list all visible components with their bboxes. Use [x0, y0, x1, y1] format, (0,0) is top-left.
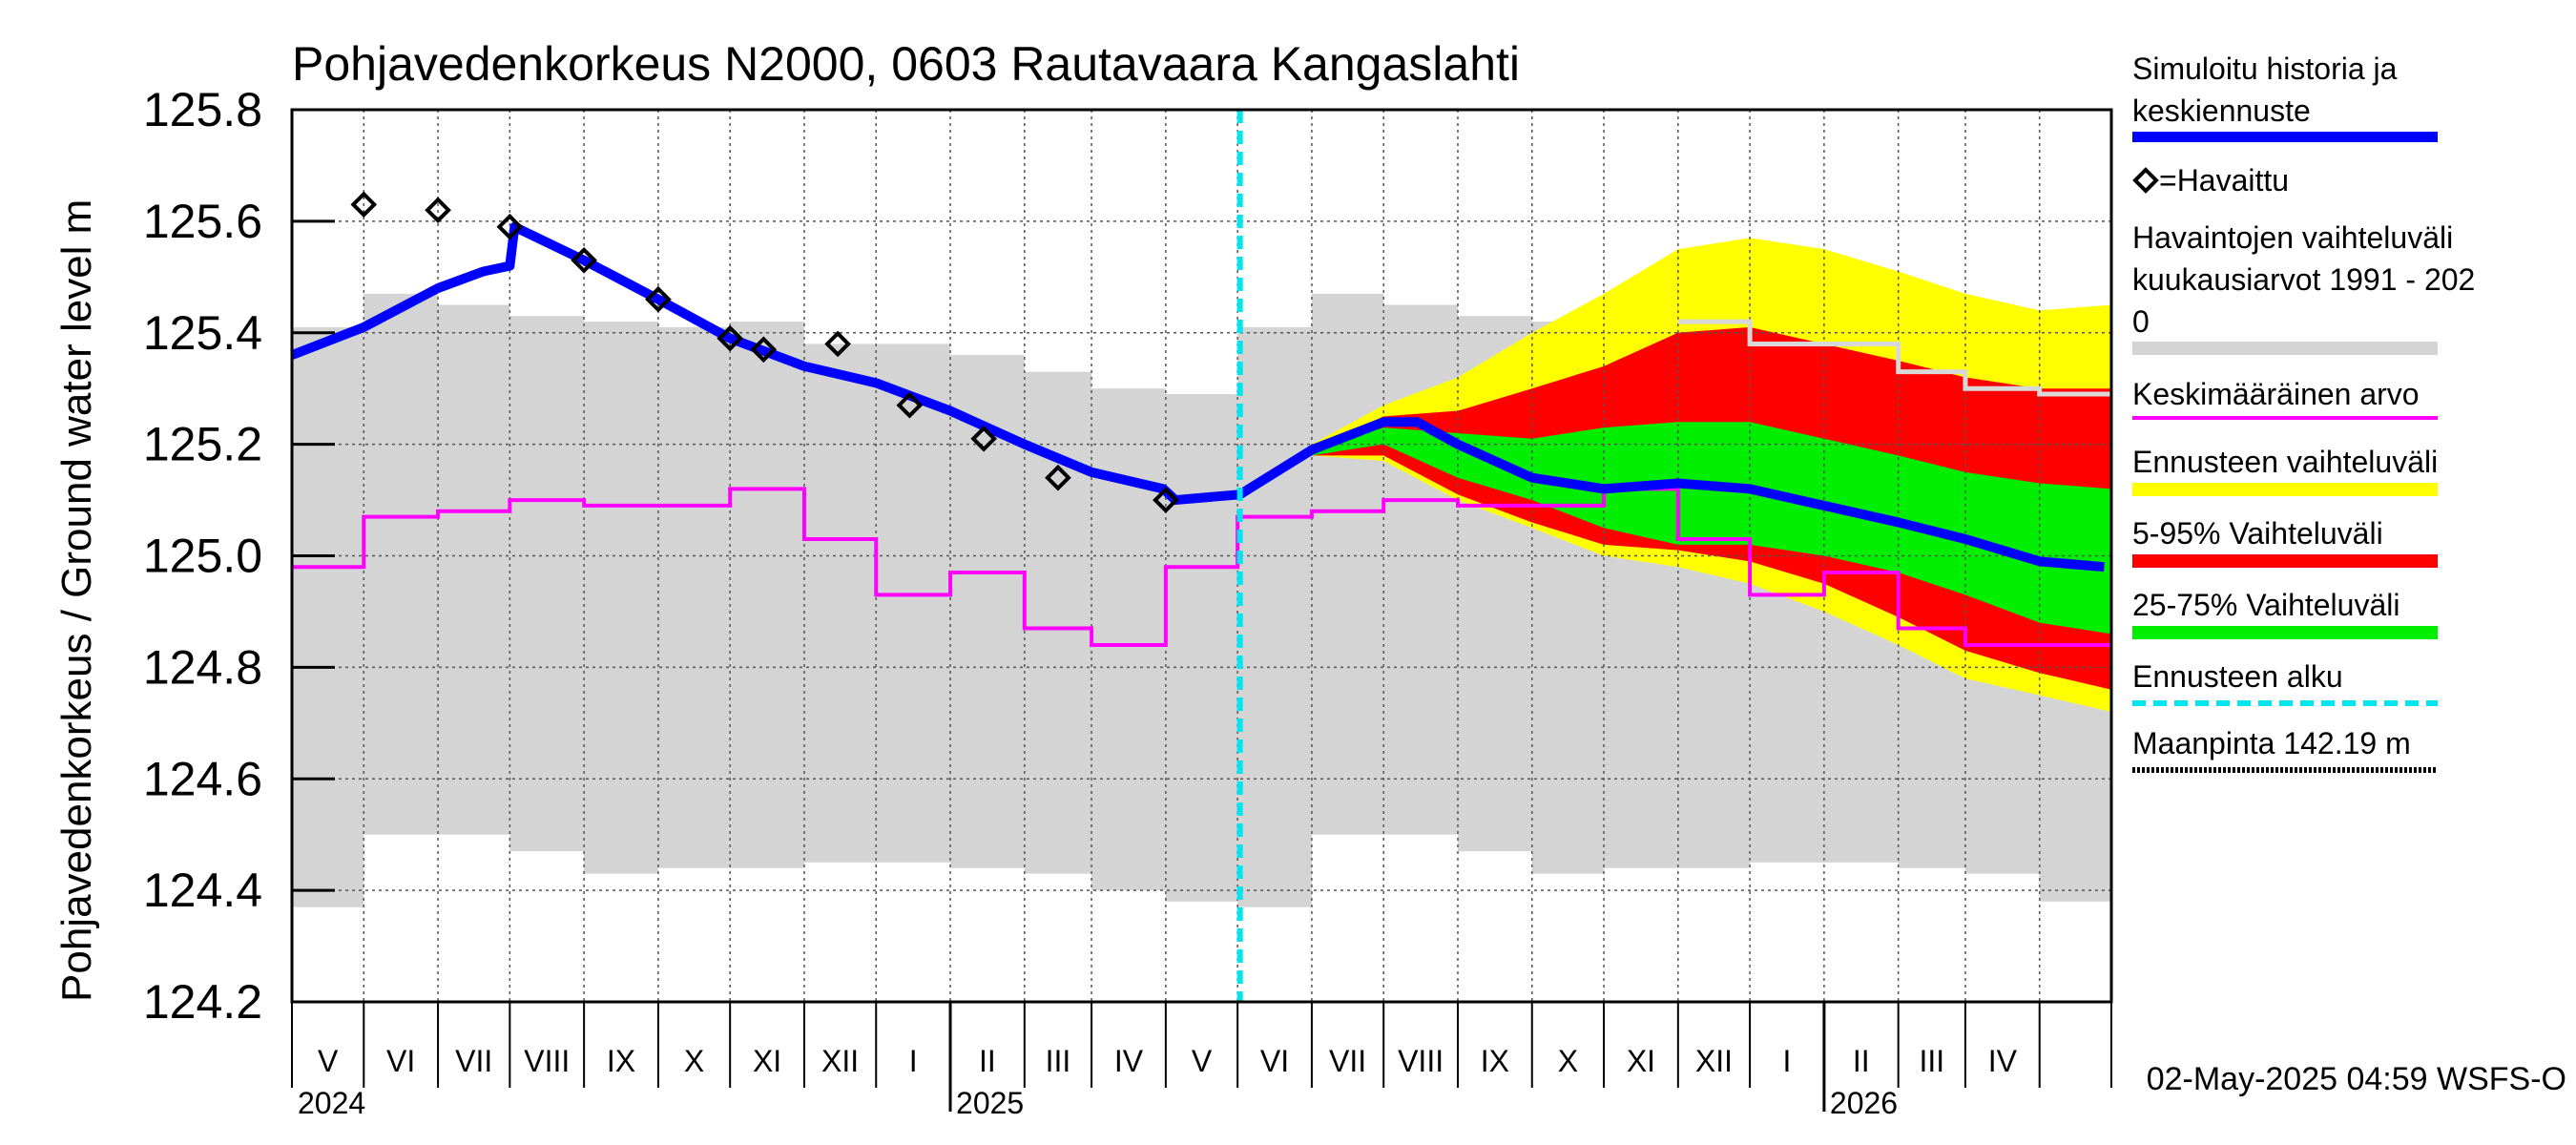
simulated-history-line — [290, 221, 1241, 506]
forecast-median-line — [1237, 417, 2105, 572]
month-label: XII — [1695, 1044, 1733, 1078]
legend-mean-label: Keskimääräinen arvo — [2132, 377, 2420, 411]
legend-range-swatch — [2132, 342, 2438, 355]
plot-area — [290, 108, 2113, 1004]
y-tick-label: 125.0 — [143, 530, 262, 583]
grey-range-bar — [509, 316, 585, 852]
month-label: I — [1783, 1044, 1792, 1078]
month-label: VIII — [524, 1044, 570, 1078]
grey-range-bar — [1165, 394, 1238, 902]
year-label: 2025 — [956, 1086, 1024, 1120]
observed-point — [571, 246, 597, 274]
month-label: VIII — [1398, 1044, 1444, 1078]
month-label: XII — [821, 1044, 859, 1078]
year-label: 2026 — [1830, 1086, 1898, 1120]
observed-point — [717, 324, 744, 352]
y-tick-label: 124.6 — [143, 752, 262, 805]
month-label: VII — [1329, 1044, 1366, 1078]
observed-point — [1153, 487, 1179, 513]
legend-simulated-label-line1: Simuloitu historia ja — [2132, 52, 2398, 86]
simulated-line — [290, 221, 2105, 572]
legend-forecast-range-label: Ennusteen vaihteluväli — [2132, 445, 2438, 479]
legend-simulated-label-line2: keskiennuste — [2132, 94, 2311, 128]
observed-points — [350, 191, 1179, 513]
month-label: VI — [1260, 1044, 1289, 1078]
observed-point — [896, 391, 924, 419]
month-label: X — [1558, 1044, 1578, 1078]
month-label: XI — [753, 1044, 781, 1078]
observed-point — [750, 336, 778, 364]
grey-range-bar — [876, 344, 951, 863]
y-tick-label: 125.2 — [143, 418, 262, 471]
grey-range-bar — [1237, 326, 1312, 907]
observed-point — [350, 191, 378, 219]
y-tick-label: 124.2 — [143, 975, 262, 1029]
legend-observed-label: =Havaittu — [2159, 163, 2289, 198]
observed-point — [824, 330, 851, 358]
month-label: V — [318, 1044, 339, 1078]
month-label: IX — [1481, 1044, 1509, 1078]
month-label: II — [979, 1044, 996, 1078]
y-axis-ticks: 124.2 124.4 124.6 124.8 125.0 125.2 125.4 125.6… — [143, 83, 335, 1029]
monthly-mean-line — [292, 487, 2111, 647]
y-tick-label: 125.4 — [143, 306, 262, 360]
grey-range-bar — [803, 344, 877, 863]
grey-range-bar — [1091, 388, 1166, 891]
y-axis-label: Pohjavedenkorkeus / Ground water level m — [53, 199, 100, 1002]
observed-point — [496, 213, 524, 240]
forecast-green-band — [1239, 422, 2111, 635]
month-label: I — [909, 1044, 918, 1078]
month-label: XI — [1627, 1044, 1655, 1078]
legend-observed-marker — [2132, 167, 2159, 194]
legend-forecast-range-swatch — [2132, 483, 2438, 496]
legend-25-75-label: 25-75% Vaihteluväli — [2132, 588, 2399, 622]
month-label: IV — [1988, 1044, 2018, 1078]
legend-range-label-line1: Havaintojen vaihteluväli — [2132, 220, 2453, 255]
month-label: IV — [1114, 1044, 1144, 1078]
legend-range-label-line2: kuukausiarvot 1991 - 202 — [2132, 262, 2475, 297]
legend-simulated-swatch — [2132, 132, 2438, 142]
monthly-max-line — [1677, 319, 2111, 397]
month-label: III — [1919, 1044, 1944, 1078]
y-tick-label: 124.8 — [143, 640, 262, 694]
legend-range-label-line3: 0 — [2132, 304, 2150, 339]
year-label: 2024 — [298, 1086, 365, 1120]
y-tick-label: 124.4 — [143, 864, 262, 917]
grey-range-bar — [730, 322, 804, 868]
month-label: III — [1046, 1044, 1071, 1078]
max-step-line — [1677, 319, 2111, 397]
legend: Simuloitu historia ja keskiennuste =Havait… — [2132, 52, 2475, 773]
month-label: VII — [455, 1044, 492, 1078]
timestamp-label: 02-May-2025 04:59 WSFS-O — [2147, 1061, 2566, 1097]
grey-range-bar — [364, 293, 439, 835]
x-axis: V VI VII VIII IX X XI XII I II III IV V VI VII VIII IX X X… — [291, 1002, 2112, 1120]
legend-ground-level-label: Maanpinta 142.19 m — [2132, 726, 2411, 760]
grey-range-bar — [1311, 293, 1384, 835]
month-label: X — [684, 1044, 704, 1078]
observed-point — [1045, 464, 1071, 491]
grey-range-bar — [438, 304, 510, 835]
observed-point — [645, 285, 672, 313]
grey-range-bar — [657, 326, 731, 868]
y-tick-label: 125.8 — [143, 83, 262, 136]
legend-mean-swatch — [2132, 416, 2438, 420]
mean-step-line — [292, 487, 2111, 647]
legend-25-75-swatch — [2132, 626, 2438, 639]
observed-point — [970, 425, 997, 452]
month-label: V — [1192, 1044, 1213, 1078]
month-label: II — [1853, 1044, 1870, 1078]
legend-5-95-label: 5-95% Vaihteluväli — [2132, 516, 2383, 551]
grey-range-bar — [584, 322, 658, 874]
legend-forecast-start-label: Ennusteen alku — [2132, 659, 2343, 694]
month-label: IX — [607, 1044, 635, 1078]
grey-range-bar — [292, 326, 364, 907]
chart-title: Pohjavedenkorkeus N2000, 0603 Rautavaara… — [292, 37, 1520, 91]
y-tick-label: 125.6 — [143, 195, 262, 248]
legend-5-95-swatch — [2132, 554, 2438, 568]
month-label: VI — [386, 1044, 415, 1078]
observed-point — [425, 197, 451, 224]
grid-lines — [292, 110, 2111, 1002]
